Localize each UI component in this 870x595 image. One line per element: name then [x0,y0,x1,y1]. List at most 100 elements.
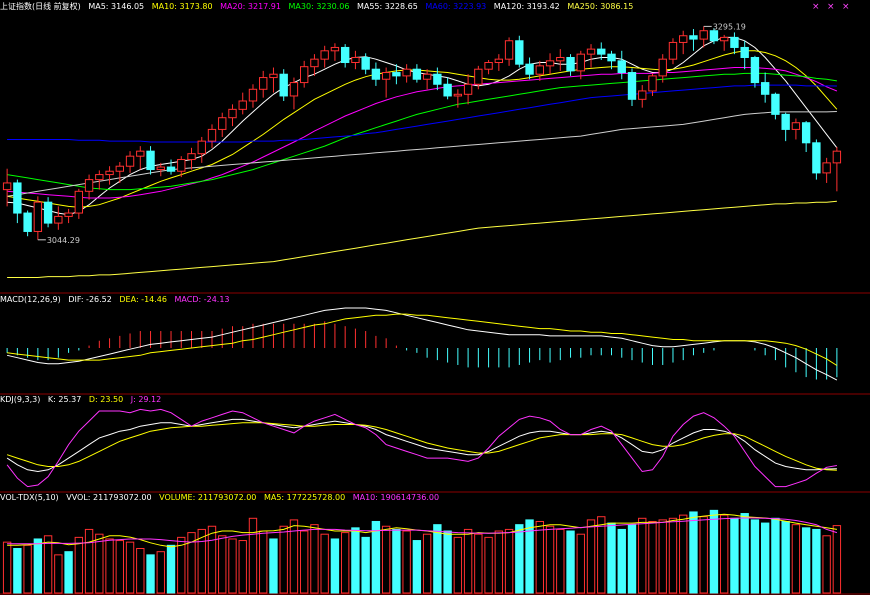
volume-bar-up [238,540,247,594]
candle-down [443,83,452,97]
candle-up [381,72,391,80]
volume-bar-up [84,528,94,594]
candle-down [412,68,422,80]
volume-bar-up [679,514,688,594]
volume-bar-up [340,532,350,594]
volume-bar-up [228,538,237,594]
candle-up [402,68,411,77]
candle-down [340,46,350,64]
candle-up [33,201,43,232]
candle-down [279,73,288,97]
candle-down [607,53,616,62]
candle-up [494,58,504,64]
volume-bar-up [422,533,432,594]
candle-up [658,58,667,77]
volume-bar-down [566,530,575,594]
kdj-header: KDJ(9,3,3) K: 25.37 D: 23.50 J: 29.12 [0,394,166,406]
volume-bar-down [443,530,452,594]
volume-bar-up [720,514,729,594]
volume-bar-up [822,535,831,594]
vol-vvol: VVOL: 211793072.00 [66,493,152,502]
candle-up [207,128,217,142]
candle-down [627,72,637,100]
candle-up [576,53,585,72]
volume-bar-up [248,517,258,594]
volume-bar-down [412,540,422,594]
vol-ma10-line [7,517,838,545]
candle-down [13,182,22,214]
volume-bar-up [300,530,309,594]
volume-bar-up [115,540,124,594]
volume-bar-down [13,548,22,594]
macd-title: MACD(12,26,9) [0,295,61,304]
volume-bar-up [504,528,514,594]
kdj-k-line [6,418,837,473]
ma20-readout: MA20: 3217.91 [220,2,281,11]
candle-down [740,46,749,58]
volume-bar-down [812,528,821,594]
ma120-line [7,111,837,197]
high-label: 3295.19 [713,22,746,31]
volume-bar-up [463,528,473,594]
volume-bar-up [832,525,842,594]
candle-down [23,212,32,232]
candle-down [166,166,176,172]
volume-bar-down [269,538,278,594]
candle-down [781,113,790,130]
close-icon[interactable]: × [827,2,835,12]
candle-down [730,36,739,48]
chart-title: 上证指数(日线 前复权) [0,2,81,11]
vol-title: VOL-TDX(5,10) [0,493,59,502]
close-icon[interactable]: × [812,2,820,12]
volume-bar-up [289,519,299,594]
volume-bar-up [2,541,12,594]
volume-bar-up [259,530,268,594]
close-icon[interactable]: × [842,2,850,12]
ma55-readout: MA55: 3228.65 [356,2,418,11]
candle-up [259,77,268,90]
volume-bar-down [433,524,442,594]
candle-up [197,140,206,155]
volume-bar-down [515,524,524,594]
candle-up [556,56,565,62]
volume-bar-down [750,519,760,594]
volume-bar-down [33,538,43,594]
candle-up [586,48,596,55]
volume-bar-down [361,536,370,594]
volume-bar-down [730,517,739,594]
volume-bar-down [371,520,381,594]
volume-bar-up [638,517,647,594]
candle-up [648,75,657,92]
ma10-readout: MA10: 3173.80 [151,2,213,11]
volume-bar-up [74,536,84,594]
volume-bar-up [23,544,32,594]
candle-up [679,35,688,43]
candle-up [289,82,299,97]
volume-bar-up [43,535,53,594]
candle-up [720,36,729,42]
volume-bar-down [607,522,616,594]
vol-ma10: MA10: 190614736.00 [352,493,440,502]
candle-up [74,190,84,214]
candle-up [422,73,432,80]
candle-up [300,66,309,84]
volume-bar-up [402,530,411,594]
candle-up [2,182,12,191]
volume-bar-up [535,520,544,594]
ma60-line [7,84,837,143]
volume-bar-down [146,554,155,594]
volume-bar-up [453,536,463,594]
candle-up [269,73,278,79]
volume-bar-down [166,544,176,594]
volume-bar-down [760,522,770,594]
candle-down [525,63,534,75]
ma5-readout: MA5: 3146.05 [88,2,145,11]
volume-bar-down [330,538,340,594]
candle-up [228,108,237,119]
volume-bar-up [279,525,288,594]
kdj-d-line [6,422,837,471]
volume-bar-up [576,533,585,594]
candle-up [115,165,124,172]
candle-down [146,150,155,171]
